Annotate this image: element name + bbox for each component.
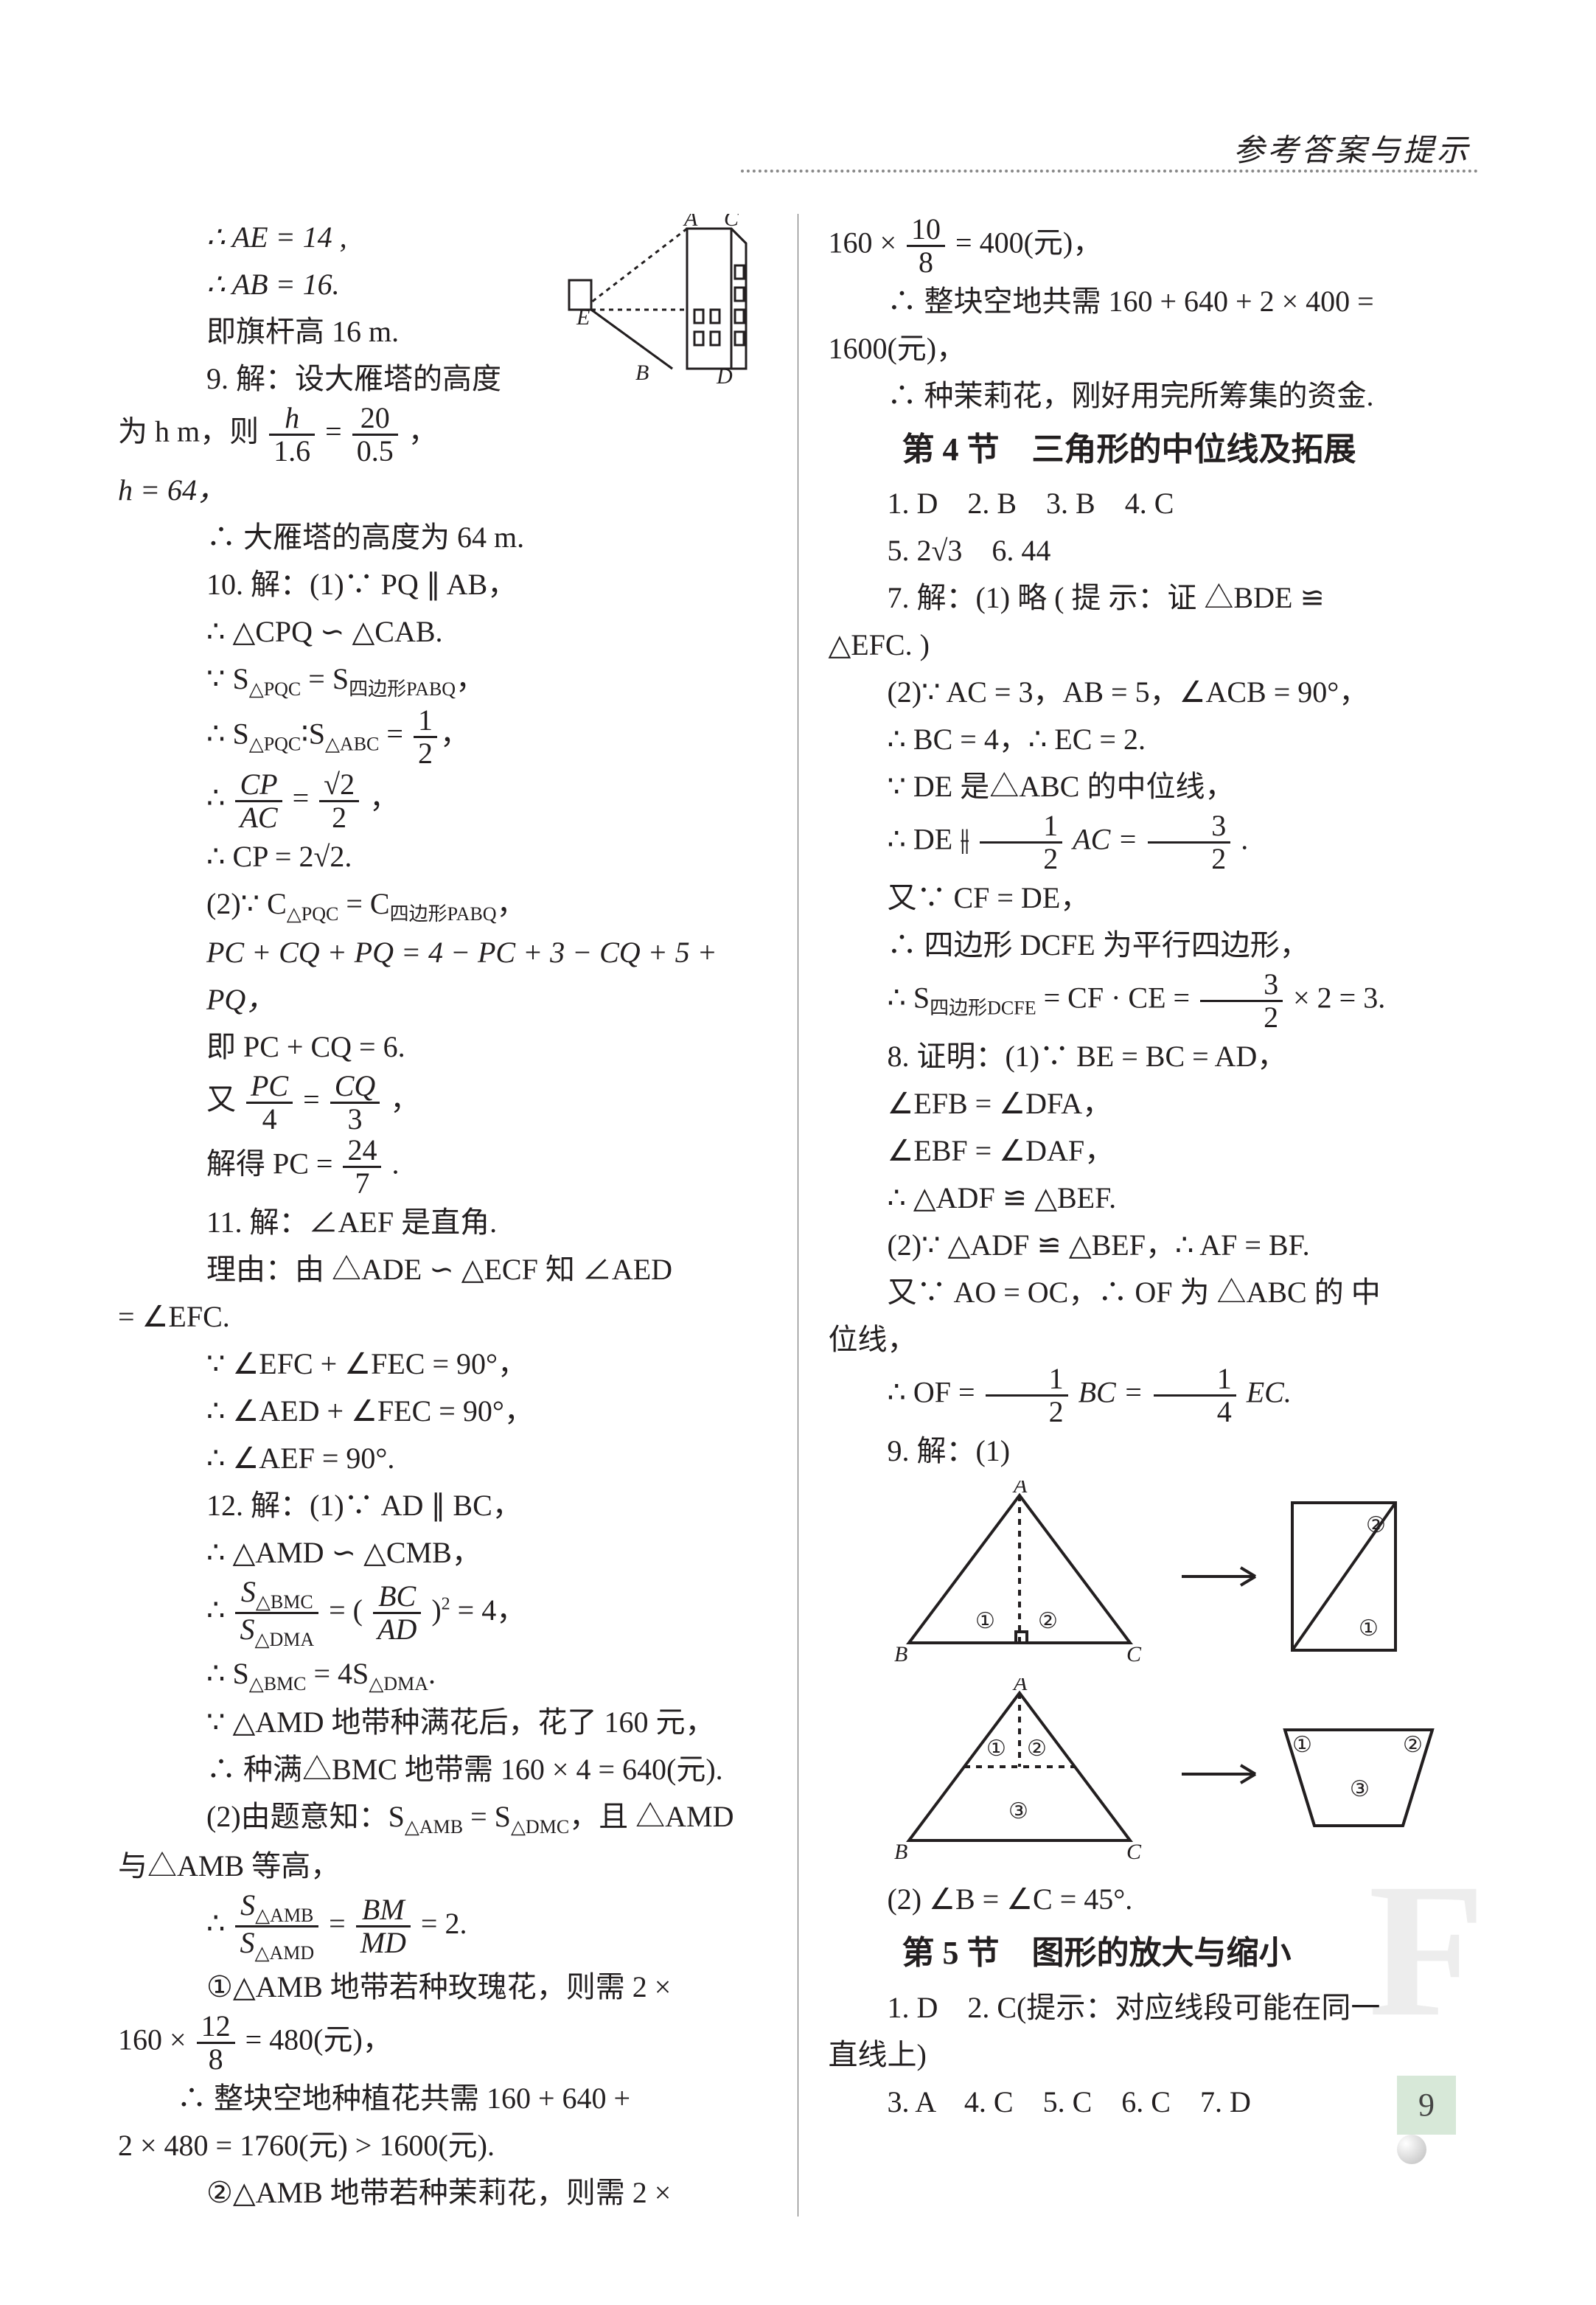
page-header: 参考答案与提示 — [1233, 125, 1471, 170]
text-line: (2) ∠B = ∠C = 45°. — [828, 1876, 1478, 1923]
svg-text:①: ① — [975, 1609, 995, 1633]
svg-text:②: ② — [1403, 1733, 1423, 1757]
text-line: ∴ 整块空地种植花共需 160 + 640 + — [118, 2075, 768, 2122]
text-line: ∠EBF = ∠DAF， — [828, 1127, 1478, 1175]
text-line: (2)∵ △ADF ≌ △BEF，∴ AF = BF. — [828, 1222, 1478, 1269]
left-column: A B C D E ∴ AE = 14 , ∴ AB = 16. 即旗杆高 16… — [118, 214, 768, 2217]
text-line: 160 × 108 = 400(元)， — [828, 214, 1478, 278]
text-line: ∴ ∠AED + ∠FEC = 90°， — [118, 1388, 768, 1435]
diagram-building: A B C D E — [547, 214, 768, 406]
svg-text:②: ② — [1038, 1609, 1058, 1633]
text-line: 直线上) — [828, 2031, 1478, 2079]
text-line: ∴ S△PQC∶S△ABC = 12， — [118, 705, 768, 769]
text-line: 2 × 480 = 1760(元) > 1600(元). — [118, 2122, 768, 2169]
text-line: ∴ 大雁塔的高度为 64 m. — [118, 514, 768, 561]
svg-text:B: B — [894, 1642, 907, 1666]
svg-text:②: ② — [1027, 1736, 1047, 1761]
svg-text:C: C — [724, 214, 739, 231]
text-line: ∴ ∠AEF = 90°. — [118, 1435, 768, 1482]
text-line: ∴ BC = 4，∴ EC = 2. — [828, 716, 1478, 763]
svg-text:①: ① — [1359, 1616, 1379, 1641]
page-number: 9 — [1397, 2076, 1456, 2135]
text-line: ∴ OF = 12 BC = 14 EC. — [828, 1363, 1478, 1428]
svg-text:①: ① — [986, 1736, 1006, 1761]
text-line: 11. 解：∠AEF 是直角. — [118, 1199, 768, 1246]
text-line: ∴ DE ⫲ 12 AC = 32 . — [828, 810, 1478, 875]
text-line: ∴ △CPQ ∽ △CAB. — [118, 608, 768, 656]
text-line: ②△AMB 地带若种茉莉花，则需 2 × — [118, 2169, 768, 2217]
text-line: 与△AMB 等高， — [118, 1843, 768, 1890]
figure-triangle-2: A B C ① ② ③ ① ② ③ — [872, 1678, 1447, 1870]
text-line: ∵ △AMD 地带种满花后，花了 160 元， — [118, 1699, 768, 1746]
text-line: 1. D 2. B 3. B 4. C — [828, 480, 1478, 527]
text-line: 位线， — [828, 1316, 1478, 1363]
text-line: ∴ S△AMB S△AMD = BMMD = 2. — [118, 1890, 768, 1964]
svg-text:E: E — [576, 305, 590, 330]
text-line: 即 PC + CQ = 6. — [118, 1023, 768, 1071]
text-line: 12. 解：(1)∵ AD ∥ BC， — [118, 1482, 768, 1529]
section-title: 第 5 节 图形的放大与缩小 — [828, 1927, 1478, 1979]
text-line: (2)∵ AC = 3，AB = 5，∠ACB = 90°， — [828, 669, 1478, 716]
text-line: 9. 解：(1) — [828, 1428, 1478, 1475]
text-line: ∴ S△BMC = 4S△DMA. — [118, 1650, 768, 1700]
text-line: 又∵ AO = OC，∴ OF 为 △ABC 的 中 — [828, 1269, 1478, 1316]
text-line: ∴ 整块空地共需 160 + 640 + 2 × 400 = — [828, 278, 1478, 325]
svg-text:③: ③ — [1008, 1799, 1028, 1824]
text-line: (2)由题意知：S△AMB = S△DMC，且 △AMD — [118, 1793, 768, 1843]
svg-text:B: B — [635, 361, 649, 385]
figure-triangle-1: A B C ① ② ② ① — [872, 1481, 1447, 1672]
text-line: 1. D 2. C(提示：对应线段可能在同一 — [828, 1984, 1478, 2031]
text-line: ∵ DE 是△ABC 的中位线， — [828, 763, 1478, 810]
text-line: ∴ 种满△BMC 地带需 160 × 4 = 640(元). — [118, 1746, 768, 1793]
svg-text:②: ② — [1366, 1513, 1386, 1537]
header-dotline — [741, 170, 1478, 173]
text-line: 又 PC4 = CQ3 ， — [118, 1071, 768, 1135]
text-line: ∴ △AMD ∽ △CMB， — [118, 1529, 768, 1576]
text-line: PC + CQ + PQ = 4 − PC + 3 − CQ + 5 + PQ， — [118, 929, 768, 1023]
text-line: ∴ △ADF ≌ △BEF. — [828, 1175, 1478, 1222]
text-line: = ∠EFC. — [118, 1293, 768, 1341]
text-line: ∠EFB = ∠DFA， — [828, 1080, 1478, 1127]
text-line: ∵ ∠EFC + ∠FEC = 90°， — [118, 1341, 768, 1388]
svg-text:A: A — [683, 214, 698, 231]
svg-text:③: ③ — [1350, 1777, 1370, 1801]
section-title: 第 4 节 三角形的中位线及拓展 — [828, 424, 1478, 476]
text-line: 为 h m，则 h1.6 = 200.5 ， — [118, 403, 768, 467]
page-curl-icon — [1397, 2135, 1426, 2164]
svg-text:A: A — [1012, 1678, 1028, 1695]
svg-text:C: C — [1126, 1840, 1142, 1864]
text-line: 5. 2√3 6. 44 — [828, 527, 1478, 574]
text-line: ∴ 种茉莉花，刚好用完所筹集的资金. — [828, 372, 1478, 420]
text-line: ∴ CP = 2√2. — [118, 833, 768, 880]
text-line: 160 × 128 = 480(元)， — [118, 2011, 768, 2075]
text-line: 又∵ CF = DE， — [828, 875, 1478, 922]
svg-text:①: ① — [1292, 1733, 1312, 1757]
text-line: ∵ S△PQC = S四边形PABQ， — [118, 656, 768, 705]
svg-text:C: C — [1126, 1642, 1142, 1666]
svg-text:A: A — [1012, 1481, 1028, 1498]
text-line: ∴ CPAC = √22 ， — [118, 769, 768, 833]
text-line: ∴ S四边形DCFE = CF · CE = 32 × 2 = 3. — [828, 969, 1478, 1033]
svg-text:B: B — [894, 1840, 907, 1864]
text-line: h = 64， — [118, 467, 768, 514]
right-column: 160 × 108 = 400(元)， ∴ 整块空地共需 160 + 640 +… — [828, 214, 1478, 2217]
text-line: (2)∵ C△PQC = C四边形PABQ， — [118, 880, 768, 930]
text-line: ∴ S△BMC S△DMA = ( BCAD )2 = 4， — [118, 1576, 768, 1650]
text-line: 解得 PC = 247 . — [118, 1135, 768, 1199]
text-line: 7. 解：(1) 略 ( 提 示：证 △BDE ≌ — [828, 574, 1478, 622]
column-divider — [798, 214, 799, 2217]
text-line: 8. 证明：(1)∵ BE = BC = AD， — [828, 1033, 1478, 1080]
text-line: △EFC. ) — [828, 622, 1478, 669]
text-line: ∴ 四边形 DCFE 为平行四边形， — [828, 922, 1478, 969]
text-line: 理由：由 △ADE ∽ △ECF 知 ∠AED — [118, 1246, 768, 1293]
text-line: ①△AMB 地带若种玫瑰花，则需 2 × — [118, 1964, 768, 2011]
text-line: 10. 解：(1)∵ PQ ∥ AB， — [118, 561, 768, 608]
text-line: 1600(元)， — [828, 325, 1478, 372]
text-line: 3. A 4. C 5. C 6. C 7. D — [828, 2079, 1478, 2126]
svg-text:D: D — [716, 364, 733, 389]
